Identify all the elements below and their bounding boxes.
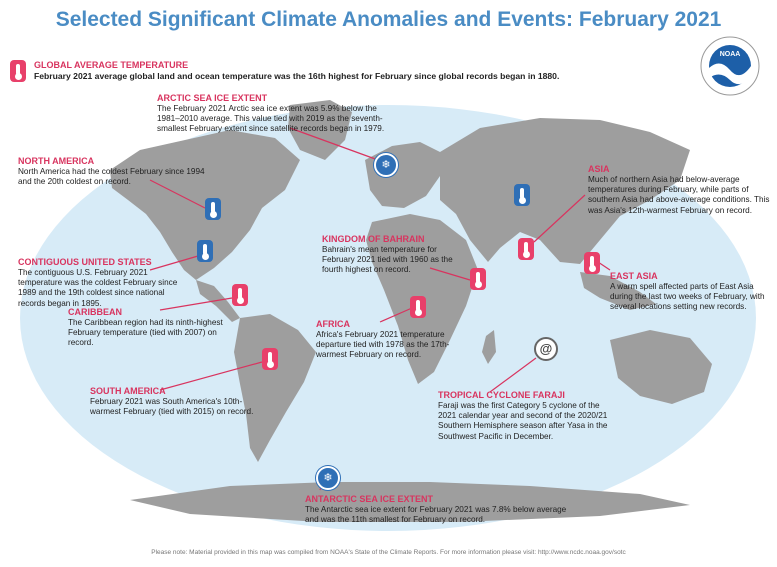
annotation-text: Africa's February 2021 temperature depar… <box>316 330 450 360</box>
annotation-antarctic: ANTARCTIC SEA ICE EXTENT The Antarctic s… <box>305 494 575 525</box>
annotation-caribbean: CARIBBEAN The Caribbean region had its n… <box>68 307 233 349</box>
thermometer-warm-icon <box>262 348 278 370</box>
thermometer-warm-icon <box>518 238 534 260</box>
sea-ice-icon: ❄ <box>316 466 340 490</box>
central-america-land <box>196 280 240 322</box>
logo-text: NOAA <box>720 51 741 58</box>
annotation-heading: CARIBBEAN <box>68 307 122 317</box>
annotation-heading: KINGDOM OF BAHRAIN <box>322 234 425 244</box>
callout-line-asia <box>533 194 586 243</box>
annotation-north-america: NORTH AMERICA North America had the cold… <box>18 156 208 187</box>
annotation-east-asia: EAST ASIA A warm spell affected parts of… <box>610 271 770 313</box>
madagascar-land <box>482 330 496 364</box>
annotation-heading: NORTH AMERICA <box>18 156 95 166</box>
annotation-text: The February 2021 Arctic sea ice extent … <box>157 104 385 134</box>
thermometer-warm-icon <box>232 284 248 306</box>
cyclone-icon: @ <box>534 337 558 361</box>
annotation-text: A warm spell affected parts of East Asia… <box>610 282 765 312</box>
annotation-africa: AFRICA Africa's February 2021 temperatur… <box>316 319 461 361</box>
annotation-heading: SOUTH AMERICA <box>90 386 166 396</box>
thermometer-warm-icon <box>410 296 426 318</box>
thermometer-cold-icon <box>514 184 530 206</box>
callout-line-faraji <box>489 357 537 393</box>
thermometer-warm-icon <box>584 252 600 274</box>
annotation-faraji: TROPICAL CYCLONE FARAJI Faraji was the f… <box>438 390 610 442</box>
annotation-text: North America had the coldest February s… <box>18 167 205 187</box>
thermometer-warm-icon <box>470 268 486 290</box>
annotation-arctic: ARCTIC SEA ICE EXTENT The February 2021 … <box>157 93 397 135</box>
annotation-south-america: SOUTH AMERICA February 2021 was South Am… <box>90 386 270 417</box>
annotation-text: Bahrain's mean temperature for February … <box>322 245 453 275</box>
annotation-text: Much of northern Asia had below-average … <box>588 175 770 215</box>
antarctica-land <box>130 482 690 522</box>
thermometer-cold-icon <box>205 198 221 220</box>
callout-line-east-asia <box>597 261 611 271</box>
noaa-logo: NOAA <box>700 36 760 96</box>
annotation-text: The Caribbean region had its ninth-highe… <box>68 318 223 348</box>
sea-ice-icon: ❄ <box>374 153 398 177</box>
callout-line-caribbean <box>159 297 233 311</box>
callout-line-contiguous-us <box>149 255 199 271</box>
asia-land <box>440 118 690 264</box>
callout-line-bahrain <box>429 267 471 281</box>
footer-note: Please note: Material provided in this m… <box>151 549 626 556</box>
global-temp-text: February 2021 average global land and oc… <box>34 71 560 81</box>
callout-line-south-america <box>159 361 263 391</box>
annotation-asia: ASIA Much of northern Asia had below-ave… <box>588 164 770 216</box>
australia-land <box>610 330 712 404</box>
annotation-heading: ASIA <box>588 164 610 174</box>
thermometer-cold-icon <box>197 240 213 262</box>
global-temp-heading: GLOBAL AVERAGE TEMPERATURE <box>34 60 189 70</box>
annotation-text: The Antarctic sea ice extent for Februar… <box>305 505 567 525</box>
annotation-text: Faraji was the first Category 5 cyclone … <box>438 401 608 441</box>
page-title: Selected Significant Climate Anomalies a… <box>55 8 722 31</box>
annotation-heading: AFRICA <box>316 319 350 329</box>
annotation-heading: EAST ASIA <box>610 271 658 281</box>
annotation-text: February 2021 was South America's 10th-w… <box>90 397 254 417</box>
callout-line-arctic <box>289 127 379 161</box>
callout-line-north-america <box>149 179 206 209</box>
southeast-asia-land <box>580 272 656 310</box>
callout-line-africa <box>379 307 413 323</box>
annotation-heading: ARCTIC SEA ICE EXTENT <box>157 93 268 103</box>
annotation-heading: TROPICAL CYCLONE FARAJI <box>438 390 565 400</box>
annotation-heading: CONTIGUOUS UNITED STATES <box>18 257 152 267</box>
annotation-bahrain: KINGDOM OF BAHRAIN Bahrain's mean temper… <box>322 234 467 276</box>
annotation-text: The contiguous U.S. February 2021 temper… <box>18 268 178 308</box>
annotation-heading: ANTARCTIC SEA ICE EXTENT <box>305 494 434 504</box>
south-america-land <box>234 314 316 462</box>
annotation-contiguous-us: CONTIGUOUS UNITED STATES The contiguous … <box>18 257 193 309</box>
thermometer-warm-icon <box>10 60 26 82</box>
